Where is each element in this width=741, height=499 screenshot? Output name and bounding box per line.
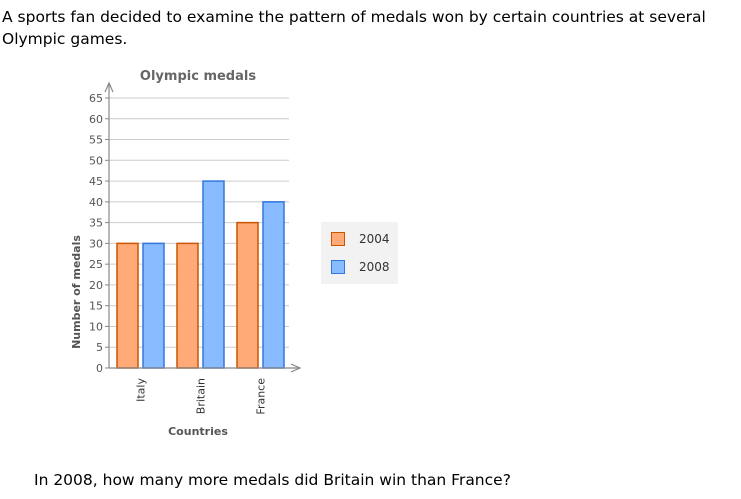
y-tick-label: 15 bbox=[89, 300, 103, 313]
bar-2004-italy bbox=[116, 242, 139, 369]
legend-label-2008: 2008 bbox=[359, 260, 390, 274]
y-tick-label: 40 bbox=[89, 196, 103, 209]
y-tick-label: 25 bbox=[89, 258, 103, 271]
legend-swatch-2004 bbox=[331, 232, 345, 246]
question-prompt: In 2008, how many more medals did Britai… bbox=[34, 471, 511, 489]
bar-2004-britain bbox=[176, 242, 199, 369]
legend-swatch-2008 bbox=[331, 260, 345, 274]
y-tick-label: 50 bbox=[89, 154, 103, 167]
bar-2004-france bbox=[236, 221, 259, 369]
x-axis-label: Countries bbox=[168, 425, 228, 438]
y-tick-label: 35 bbox=[89, 217, 103, 230]
y-tick-label: 30 bbox=[89, 237, 103, 250]
y-tick-label: 0 bbox=[96, 362, 103, 375]
bar-2008-britain bbox=[202, 180, 225, 369]
chart-title: Olympic medals bbox=[140, 69, 256, 84]
chart-legend: 2004 2008 bbox=[321, 222, 398, 284]
y-tick-label: 10 bbox=[89, 320, 103, 333]
y-tick-label: 20 bbox=[89, 279, 103, 292]
legend-item-2004: 2004 bbox=[331, 232, 390, 246]
x-tick-label-italy: Italy bbox=[135, 378, 148, 402]
question-intro: A sports fan decided to examine the patt… bbox=[2, 8, 706, 48]
y-tick-label: 5 bbox=[96, 341, 103, 354]
legend-item-2008: 2008 bbox=[331, 260, 390, 274]
x-axis-arrow bbox=[290, 363, 302, 373]
y-tick-label: 65 bbox=[89, 92, 103, 105]
y-tick-label: 45 bbox=[89, 175, 103, 188]
x-tick-label-britain: Britain bbox=[195, 378, 208, 414]
y-tick-label: 60 bbox=[89, 113, 103, 126]
bar-2008-italy bbox=[142, 242, 165, 369]
y-tick-label: 55 bbox=[89, 134, 103, 147]
y-axis-label: Number of medals bbox=[70, 235, 83, 349]
bar-2008-france bbox=[262, 201, 285, 369]
y-axis-arrow bbox=[104, 81, 114, 93]
legend-label-2004: 2004 bbox=[359, 232, 390, 246]
x-tick-label-france: France bbox=[255, 378, 268, 415]
bar-chart: Olympic medals Number of medals Countrie… bbox=[70, 69, 302, 438]
